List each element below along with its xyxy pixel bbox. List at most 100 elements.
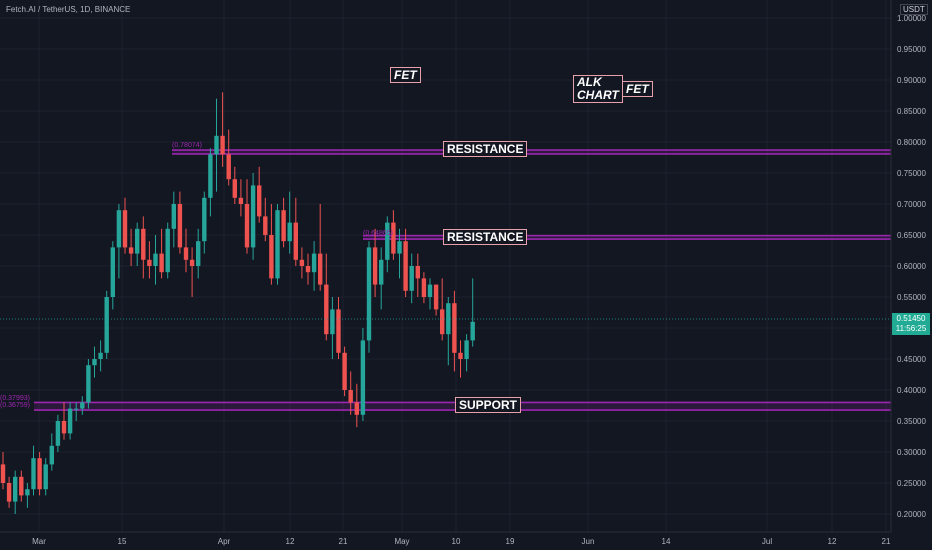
candle-body (366, 247, 372, 341)
candle-body (19, 476, 24, 496)
candle (43, 458, 48, 496)
candle-body (25, 489, 30, 496)
alk-label-line2: CHART (577, 88, 619, 102)
candle-body (159, 253, 164, 273)
candle (25, 483, 30, 508)
candle-body (98, 352, 103, 359)
candle-body (385, 222, 390, 260)
candle-body (293, 222, 298, 260)
candle-body (421, 278, 427, 297)
x-tick-label: 15 (118, 537, 127, 546)
y-tick-label: 0.25000 (897, 479, 926, 488)
candle-body (135, 228, 140, 254)
x-tick-label: Jun (582, 537, 595, 546)
alk-label-line1: ALK (577, 75, 602, 89)
candle-body (110, 247, 115, 297)
candles (0, 92, 475, 514)
candle-body (232, 179, 237, 198)
candle (311, 241, 317, 291)
candle-body (238, 197, 244, 204)
time-axis[interactable]: Mar 15 Apr 12 21 May 10 19 Jun 14 Jul 12 21 (32, 537, 891, 546)
candle (379, 247, 384, 310)
candle (19, 470, 24, 502)
candle (336, 297, 341, 359)
y-tick-label: 0.35000 (897, 417, 926, 426)
level-lines (34, 149, 891, 411)
candle-body (464, 340, 469, 359)
candle (122, 197, 128, 254)
candle-body (92, 359, 97, 366)
level-zone (363, 235, 891, 240)
candle (360, 328, 366, 421)
resistance-label-upper: RESISTANCE (443, 141, 528, 157)
candle (324, 253, 329, 341)
y-tick-label: 0.95000 (897, 45, 926, 54)
candle-body (74, 408, 79, 410)
candle (13, 470, 18, 514)
candle (80, 396, 85, 415)
candle-body (446, 303, 451, 335)
resistance-label-lower: RESISTANCE (443, 229, 528, 245)
candle (391, 210, 396, 260)
x-tick-label: 12 (828, 537, 837, 546)
candle (159, 228, 164, 279)
candle (74, 402, 79, 421)
candle-body (49, 445, 54, 465)
candle (305, 253, 311, 285)
candle (293, 197, 298, 266)
candle (196, 228, 201, 279)
candle (37, 452, 42, 496)
candle-body (214, 135, 219, 155)
candle-body (440, 309, 445, 335)
candle (128, 228, 134, 266)
candle (55, 414, 61, 452)
candle (238, 179, 244, 217)
candle (61, 402, 67, 440)
candle (104, 290, 109, 359)
candle-body (128, 247, 134, 254)
countdown-timer: 11:56:25 (895, 324, 927, 333)
candle-body (287, 222, 292, 242)
candle-body (391, 222, 396, 254)
candle (226, 129, 231, 186)
candle (263, 197, 268, 242)
candle-body (458, 352, 463, 359)
candle (348, 371, 353, 415)
candle-body (104, 297, 109, 353)
candle (202, 191, 207, 254)
candle (372, 228, 378, 297)
level-tags: (0.78074) (0.64865) (0.37993) (0.36759) (0, 142, 393, 409)
y-tick-label: 0.70000 (897, 200, 926, 209)
y-tick-label: 0.20000 (897, 510, 926, 519)
candle (415, 253, 420, 297)
candle-body (116, 210, 122, 248)
candle (116, 204, 122, 279)
candle-body (415, 266, 420, 279)
x-tick-label: Mar (32, 537, 46, 546)
candle-body (281, 210, 286, 242)
candle (464, 334, 469, 372)
candle (220, 92, 225, 167)
alk-chart-label: ALK CHART (573, 75, 623, 103)
x-tick-label: 21 (882, 537, 891, 546)
candle (86, 359, 91, 409)
candle (177, 191, 183, 254)
price-axis[interactable]: 1.00000 0.95000 0.90000 0.85000 0.80000 0.750… (897, 14, 926, 519)
current-price-value: 0.51450 (896, 314, 926, 323)
y-tick-label: 0.85000 (897, 107, 926, 116)
y-tick-label: 0.55000 (897, 293, 926, 302)
candle-body (275, 210, 280, 279)
candle-body (342, 352, 347, 390)
candle-body (122, 210, 128, 248)
candle (92, 346, 97, 378)
candle (183, 228, 189, 273)
candle-body (196, 241, 201, 266)
y-tick-label: 0.75000 (897, 169, 926, 178)
candle-body (141, 228, 146, 260)
candle-body (226, 154, 231, 180)
candle-body (305, 266, 311, 273)
candle (354, 383, 359, 428)
candle-body (372, 247, 378, 285)
candle-body (348, 390, 353, 403)
